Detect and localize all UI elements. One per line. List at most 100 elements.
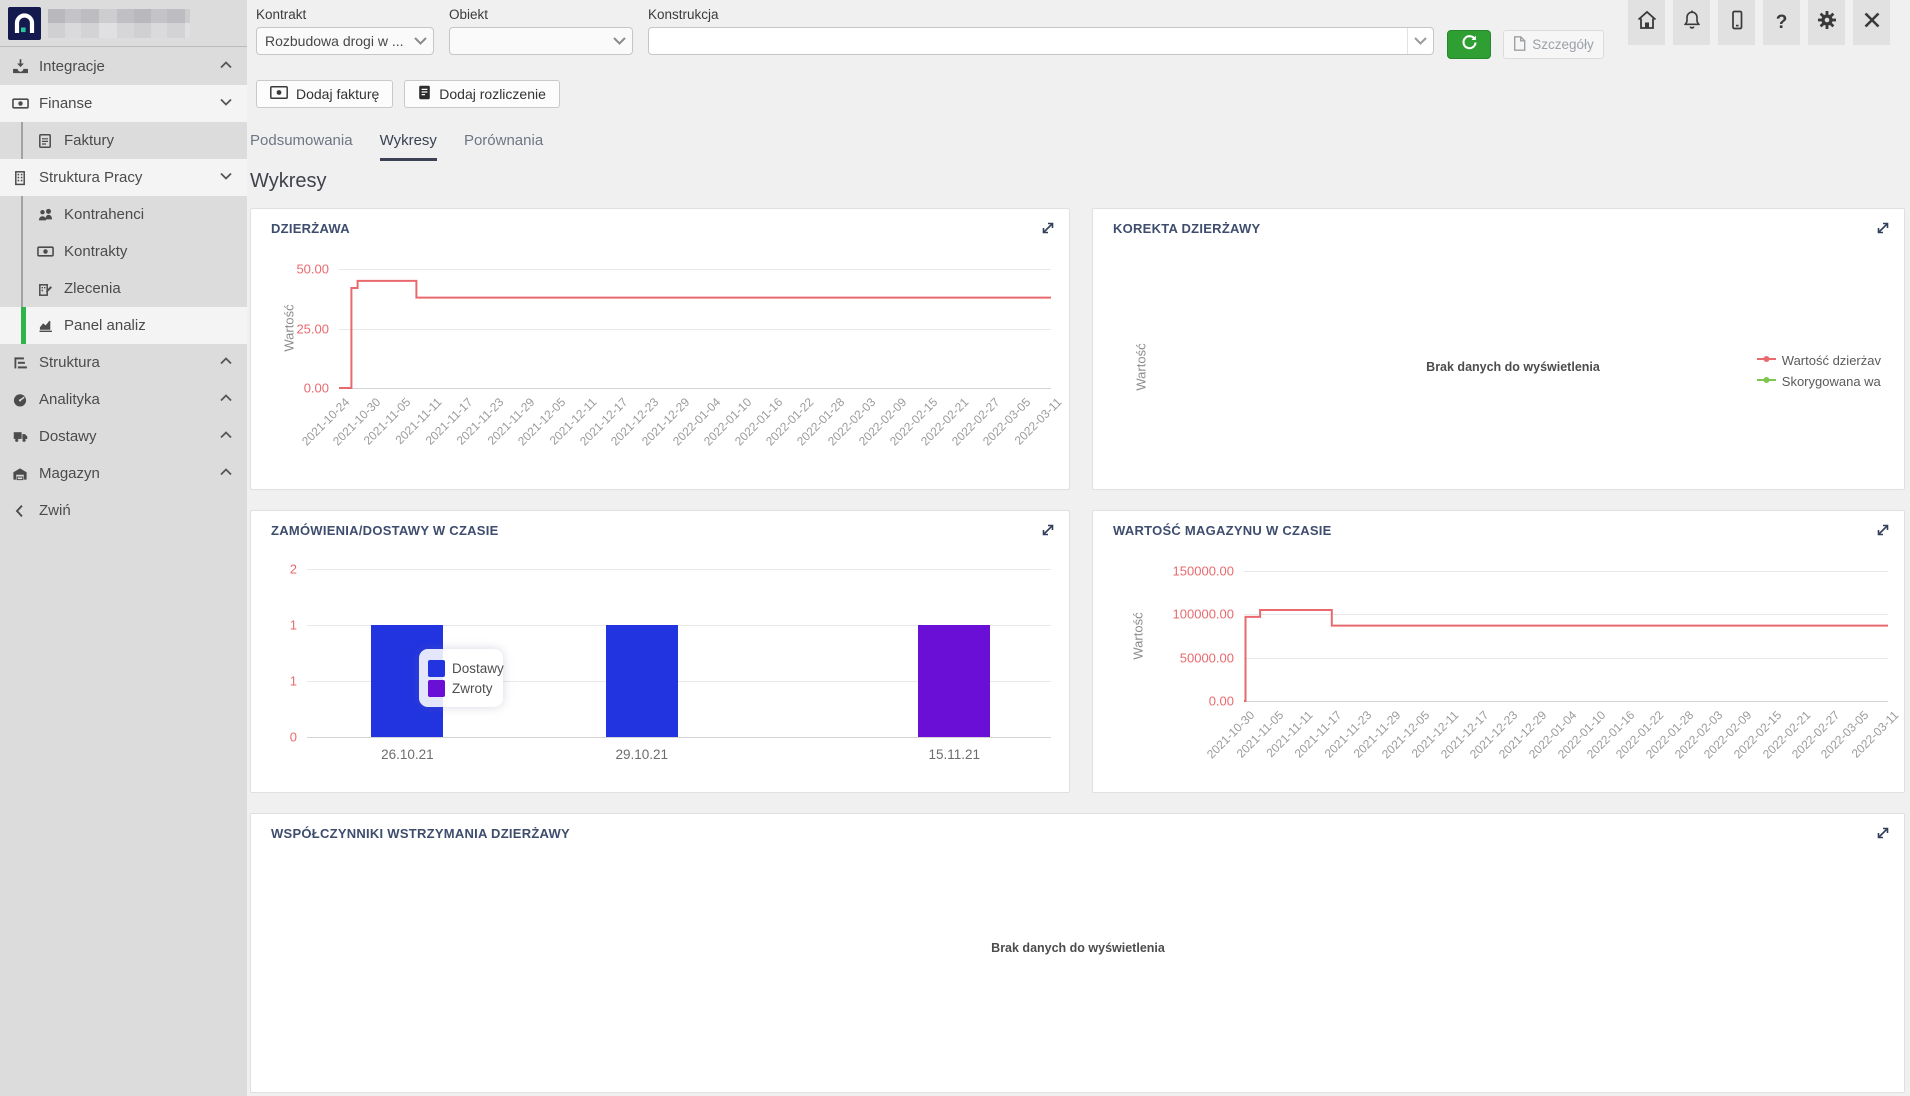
chevron-up-icon: [220, 394, 232, 402]
legend-item[interactable]: Zwroty: [428, 678, 503, 698]
sidebar-item-analityka[interactable]: Analityka: [0, 381, 247, 418]
card-title: KOREKTA DZIERŻAWY: [1113, 221, 1261, 236]
window-icon-bar: ?: [1628, 0, 1890, 45]
chevron-down-icon: [220, 172, 232, 180]
legend-line-marker-icon: [1756, 372, 1776, 390]
logo-row: [0, 0, 247, 47]
add-invoice-button[interactable]: Dodaj fakturę: [256, 80, 394, 108]
card-korekta-dzierzawy: KOREKTA DZIERŻAWY Wartość Brak danych do…: [1092, 208, 1905, 490]
legend-item[interactable]: Wartość dzierżav: [1756, 351, 1881, 369]
tab-podsumowania[interactable]: Podsumowania: [250, 132, 353, 149]
y-axis-tick: 150000.00: [1172, 563, 1234, 579]
obiekt-label: Obiekt: [449, 7, 489, 22]
gridline: [307, 737, 1051, 738]
expand-icon[interactable]: [1875, 220, 1891, 236]
gridline: [1244, 657, 1888, 659]
y-axis-tick: 0: [289, 729, 297, 745]
home-button[interactable]: [1628, 0, 1665, 45]
company-name-redacted: [48, 9, 190, 38]
legend-line-marker-icon: [1756, 351, 1776, 369]
help-button[interactable]: ?: [1763, 0, 1800, 45]
expand-icon[interactable]: [1875, 825, 1891, 841]
y-axis-tick: 1: [289, 617, 297, 633]
konstrukcja-combobox[interactable]: [648, 27, 1434, 55]
page-title: Wykresy: [250, 170, 327, 192]
bar-zwroty[interactable]: [918, 625, 991, 737]
building-icon: [11, 170, 29, 186]
dzierzawa-chart-plot: 50.00 25.00 0.00 2021-10-24 2021-10-30 2021-1…: [251, 209, 1069, 489]
expand-icon[interactable]: [1040, 220, 1056, 236]
sidebar-item-finanse[interactable]: Finanse: [0, 85, 247, 122]
x-axis-tick: 26.10.21: [381, 747, 434, 762]
gridline: [339, 388, 1051, 389]
sidebar-item-kontrahenci[interactable]: Kontrahenci: [0, 196, 247, 233]
people-icon: [36, 207, 54, 223]
document-icon: [1513, 35, 1526, 54]
card-wspolczynniki: WSPÓŁCZYNNIKI WSTRZYMANIA DZIERŻAWY Brak…: [250, 813, 1905, 1093]
sidebar-item-kontrakty[interactable]: Kontrakty: [0, 233, 247, 270]
chevron-up-icon: [220, 468, 232, 476]
gridline: [1244, 571, 1888, 572]
invoice-icon: [36, 133, 54, 149]
sidebar-item-zwi-[interactable]: Zwiń: [0, 492, 247, 529]
expand-icon[interactable]: [1040, 522, 1056, 538]
gridline: [307, 569, 1051, 570]
legend-swatch-icon: [428, 659, 445, 677]
chevron-up-icon: [220, 357, 232, 365]
order-icon: [36, 281, 54, 297]
banknote-icon: [11, 95, 29, 112]
sidebar-item-dostawy[interactable]: Dostawy: [0, 418, 247, 455]
y-axis-tick: 25.00: [296, 321, 329, 336]
legend-item[interactable]: Dostawy: [428, 658, 504, 678]
add-settlement-button[interactable]: Dodaj rozliczenie: [404, 80, 560, 108]
magazyn-chart-plot: 150000.00 100000.00 50000.00 0.00 2021-10-30…: [1093, 511, 1904, 792]
gridline: [1244, 701, 1888, 702]
bar-dostawy[interactable]: [605, 625, 678, 737]
tab-wykresy[interactable]: Wykresy: [379, 132, 437, 161]
y-axis-tick: 1: [289, 673, 297, 689]
notifications-button[interactable]: [1673, 0, 1710, 45]
legend: Wartość dzierżav Skorygowana wa: [1756, 351, 1881, 393]
truck-icon: [11, 429, 29, 444]
gridline: [307, 625, 1051, 626]
chevron-down-icon: [407, 37, 433, 45]
app-logo-icon[interactable]: [8, 7, 41, 40]
gridline: [339, 269, 1051, 270]
y-axis-tick: 50000.00: [1179, 650, 1234, 666]
chevron-down-icon: [606, 37, 632, 45]
kontrakt-select[interactable]: Rozbudowa drogi w ...: [256, 27, 434, 55]
chevron-down-icon: [220, 98, 232, 106]
no-data-message: Brak danych do wyświetlenia: [991, 941, 1165, 955]
warehouse-icon: [11, 466, 29, 482]
sidebar-item-integracje[interactable]: Integracje: [0, 48, 247, 85]
refresh-icon: [1461, 34, 1478, 56]
tree-icon: [11, 355, 29, 371]
legend-item[interactable]: Skorygowana wa: [1756, 372, 1881, 390]
kontrakt-label: Kontrakt: [256, 7, 307, 22]
card-dzierzawa: DZIERŻAWA Wartość 50.00 25.00 0.00 2021-10-…: [250, 208, 1070, 490]
no-data-message: Brak danych do wyświetlenia: [1426, 360, 1600, 374]
sidebar-item-struktura-pracy[interactable]: Struktura Pracy: [0, 159, 247, 196]
card-zamowienia-dostawy: ZAMÓWIENIA/DOSTAWY W CZASIE 2 1 1 0 26.10.21…: [250, 510, 1070, 793]
close-button[interactable]: [1853, 0, 1890, 45]
action-buttons-row: Dodaj fakturę Dodaj rozliczenie: [256, 80, 560, 108]
obiekt-select[interactable]: [449, 27, 633, 55]
expand-icon[interactable]: [1875, 522, 1891, 538]
gear-icon: [1815, 8, 1839, 37]
sidebar-item-panel-analiz[interactable]: Panel analiz: [0, 307, 247, 344]
refresh-button[interactable]: [1447, 30, 1491, 59]
details-button[interactable]: Szczegóły: [1503, 30, 1604, 59]
y-axis-tick: 100000.00: [1172, 606, 1234, 622]
sidebar-item-zlecenia[interactable]: Zlecenia: [0, 270, 247, 307]
sidebar: Integracje Finanse Faktury Struktura Pracy K…: [0, 0, 247, 1096]
sidebar-item-struktura[interactable]: Struktura: [0, 344, 247, 381]
tab-porownania[interactable]: Porównania: [463, 132, 544, 149]
help-icon: ?: [1775, 11, 1788, 33]
mobile-app-button[interactable]: [1718, 0, 1755, 45]
chart-icon: [36, 318, 54, 334]
settings-button[interactable]: [1808, 0, 1845, 45]
sidebar-item-faktury[interactable]: Faktury: [0, 122, 247, 159]
sidebar-item-magazyn[interactable]: Magazyn: [0, 455, 247, 492]
banknote-icon: [36, 243, 54, 260]
